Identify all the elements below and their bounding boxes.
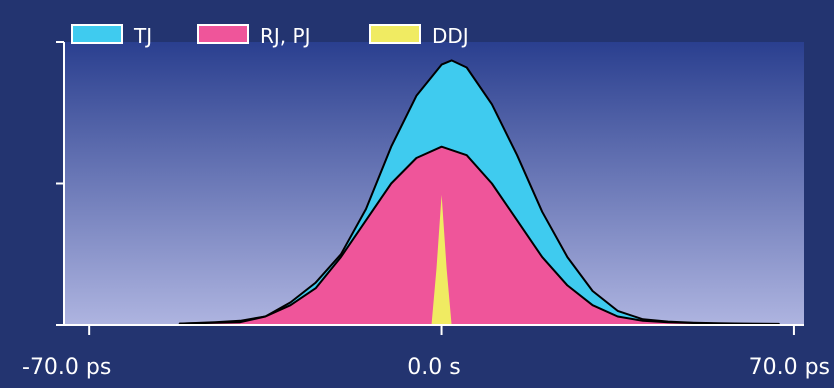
axes [56, 41, 804, 335]
legend-swatch-ddj [369, 24, 421, 44]
series-rj-pj-area [178, 145, 780, 326]
x-tick-labels: -70.0 ps 0.0 s 70.0 ps [22, 355, 830, 380]
x-tick-label-zero: 0.0 s [407, 355, 460, 380]
legend-label-tj: TJ [133, 24, 152, 48]
series-layer [178, 59, 780, 326]
x-tick-label-pos70: 70.0 ps [749, 355, 830, 380]
series-ddj-area [431, 194, 452, 325]
legend-item-ddj: DDJ [369, 24, 469, 48]
legend-swatch-rj-pj [197, 24, 249, 44]
legend: TJ RJ, PJ DDJ [71, 24, 469, 48]
legend-label-ddj: DDJ [432, 24, 469, 48]
x-tick-label-neg70: -70.0 ps [22, 355, 111, 380]
legend-item-rj-pj: RJ, PJ [197, 24, 310, 48]
legend-label-rj-pj: RJ, PJ [260, 24, 310, 48]
legend-swatch-tj [71, 24, 123, 44]
legend-item-tj: TJ [71, 24, 152, 48]
